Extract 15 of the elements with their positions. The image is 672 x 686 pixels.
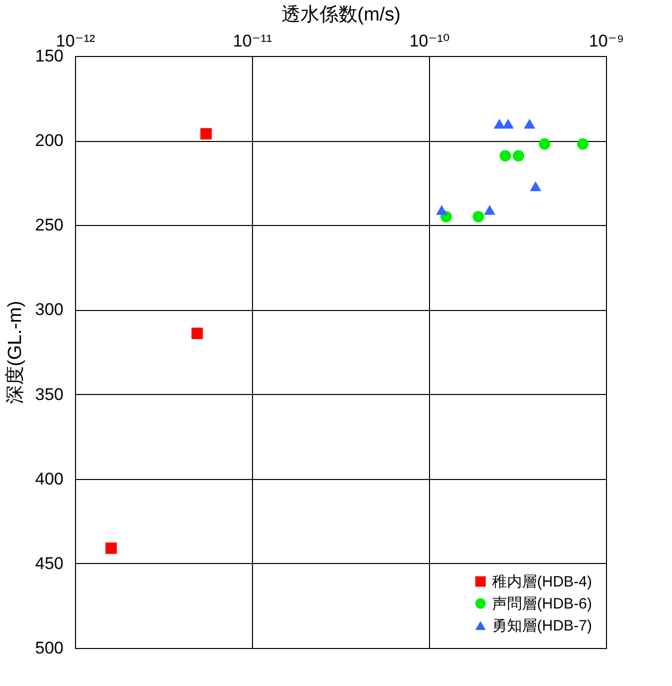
legend-label: 勇知層(HDB-7)	[492, 618, 592, 634]
y-tick-label: 300	[35, 300, 64, 320]
x-tick-label: 10⁻¹⁰	[409, 32, 450, 50]
x-tick-label: 10⁻¹¹	[232, 32, 272, 50]
legend-label: 声問層(HDB-6)	[492, 596, 592, 612]
legend-label: 稚内層(HDB-4)	[492, 574, 592, 590]
y-tick-label: 500	[35, 638, 64, 658]
x-tick-label: 10⁻⁹	[588, 32, 624, 50]
y-tick-label: 200	[35, 131, 64, 150]
y-tick-label: 250	[35, 216, 64, 235]
y-tick-label: 400	[35, 469, 64, 488]
y-tick-label: 450	[35, 554, 64, 573]
x-axis-title: 透水係数(m/s)	[281, 4, 401, 26]
y-tick-label: 350	[35, 384, 64, 404]
y-axis-title: 深度(GL.-m)	[4, 300, 26, 404]
